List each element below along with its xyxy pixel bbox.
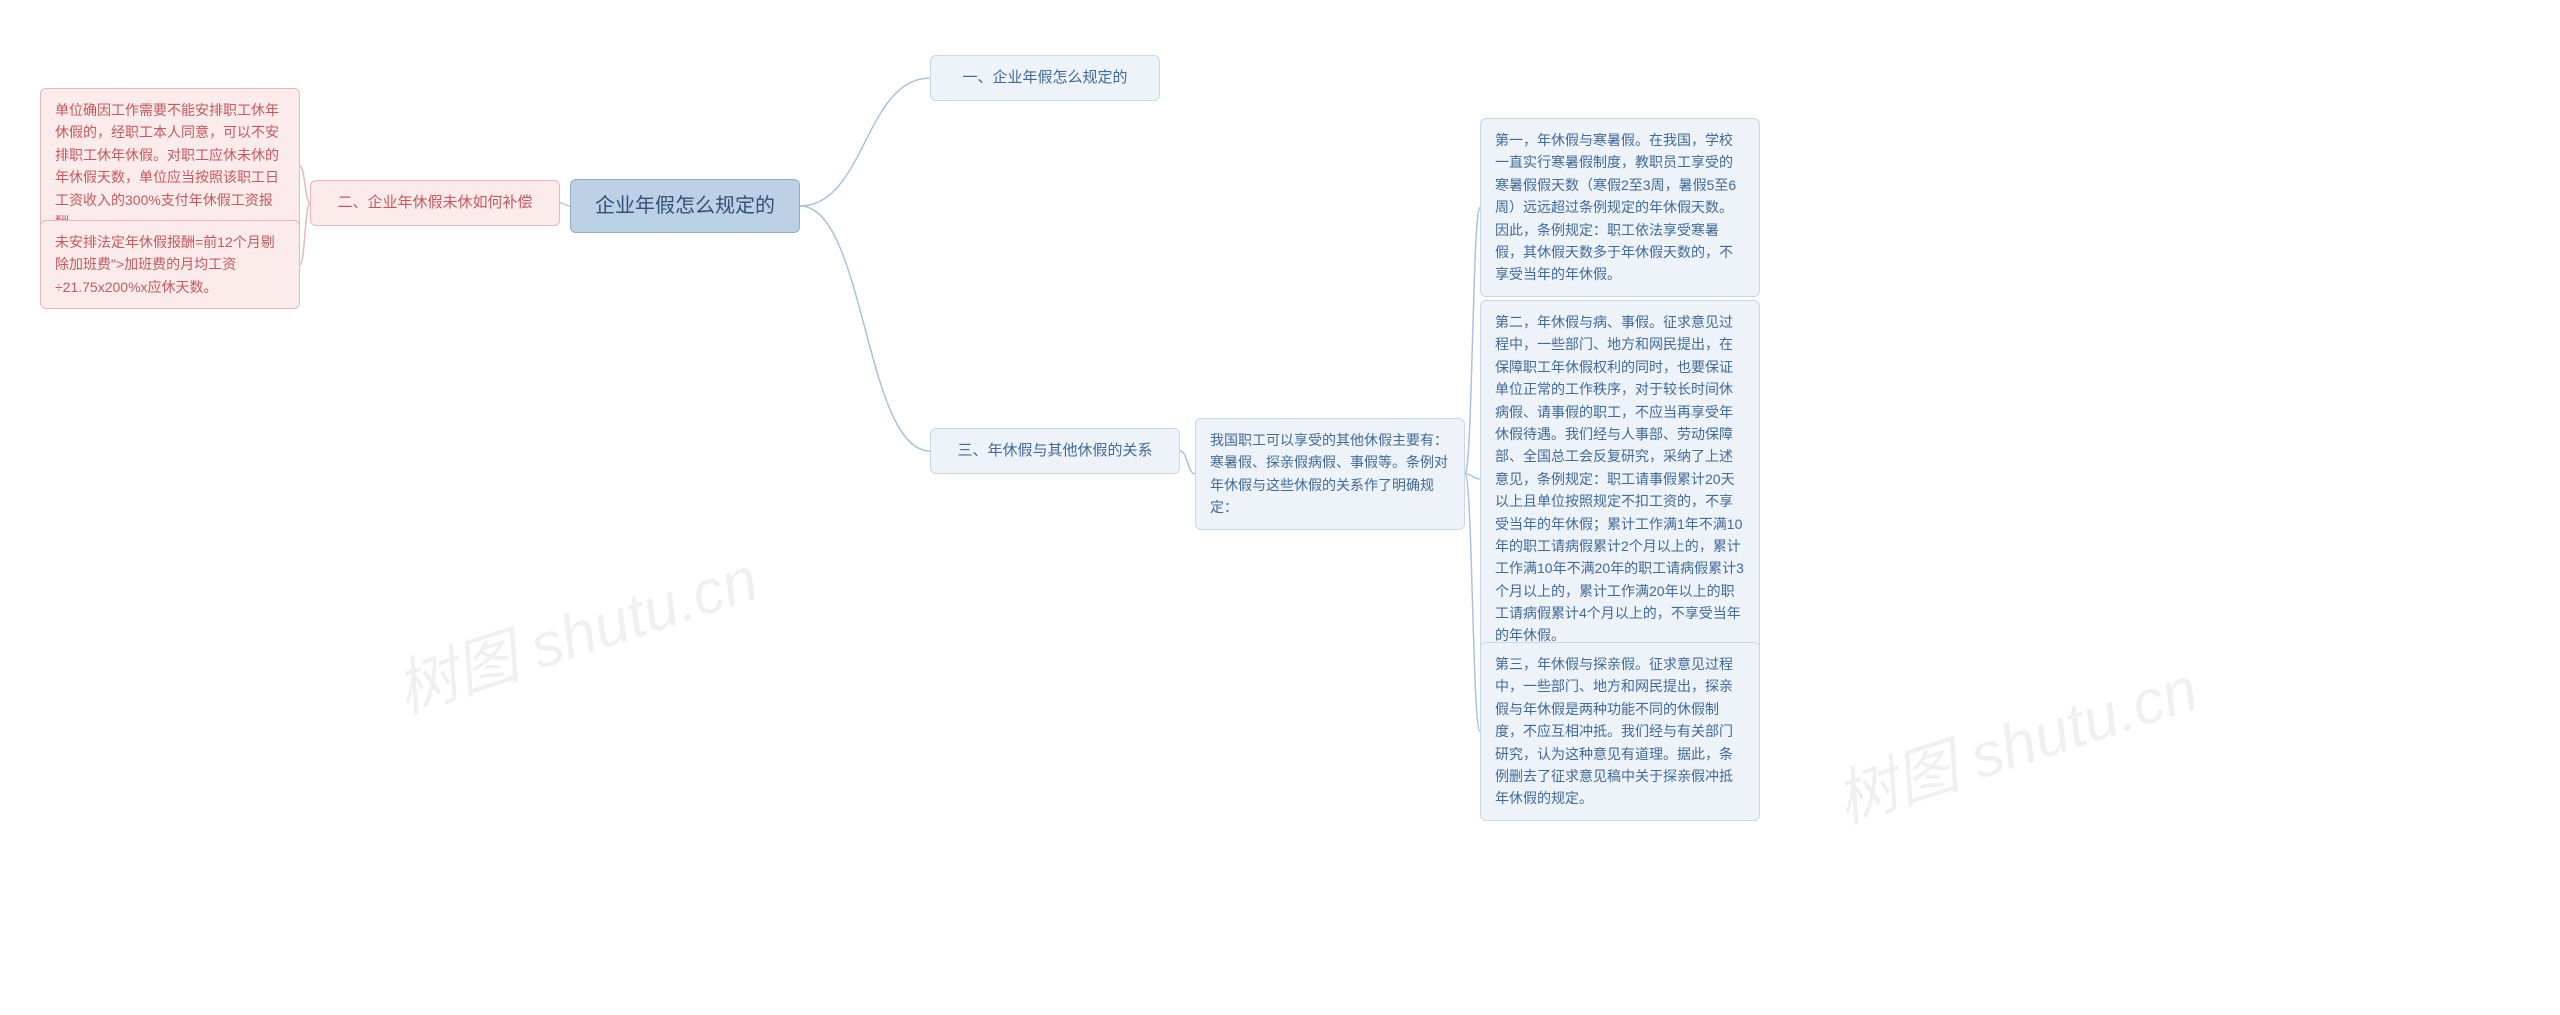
branch-3-leaf-3: 第三，年休假与探亲假。征求意见过程中，一些部门、地方和网民提出，探亲假与年休假是… [1480, 642, 1760, 821]
branch-3-leaf-1: 第一，年休假与寒暑假。在我国，学校一直实行寒暑假制度，教职员工享受的寒暑假假天数… [1480, 118, 1760, 297]
root-node-label: 企业年假怎么规定的 [595, 190, 775, 222]
branch-3: 三、年休假与其他休假的关系 [930, 428, 1180, 474]
branch-3-child-text: 我国职工可以享受的其他休假主要有：寒暑假、探亲假病假、事假等。条例对年休假与这些… [1210, 429, 1450, 519]
watermark-1: 树图 shutu.cn [382, 528, 767, 730]
branch-2-leaf-b: 未安排法定年休假报酬=前12个月剔除加班费">加班费的月均工资÷21.75x20… [40, 220, 300, 309]
branch-2: 二、企业年休假未休如何补偿 [310, 180, 560, 226]
branch-3-child: 我国职工可以享受的其他休假主要有：寒暑假、探亲假病假、事假等。条例对年休假与这些… [1195, 418, 1465, 530]
branch-1: 一、企业年假怎么规定的 [930, 55, 1160, 101]
watermark-2: 树图 shutu.cn [1822, 638, 2207, 840]
branch-3-leaf-2: 第二，年休假与病、事假。征求意见过程中，一些部门、地方和网民提出，在保障职工年休… [1480, 300, 1760, 658]
branch-3-leaf-3-text: 第三，年休假与探亲假。征求意见过程中，一些部门、地方和网民提出，探亲假与年休假是… [1495, 653, 1745, 810]
branch-1-label: 一、企业年假怎么规定的 [962, 66, 1127, 90]
branch-2-leaf-b-text: 未安排法定年休假报酬=前12个月剔除加班费">加班费的月均工资÷21.75x20… [55, 231, 285, 298]
root-node: 企业年假怎么规定的 [570, 179, 800, 233]
branch-3-leaf-2-text: 第二，年休假与病、事假。征求意见过程中，一些部门、地方和网民提出，在保障职工年休… [1495, 311, 1745, 647]
branch-3-leaf-1-text: 第一，年休假与寒暑假。在我国，学校一直实行寒暑假制度，教职员工享受的寒暑假假天数… [1495, 129, 1745, 286]
branch-3-label: 三、年休假与其他休假的关系 [957, 439, 1152, 463]
branch-2-leaf-a-text: 单位确因工作需要不能安排职工休年休假的，经职工本人同意，可以不安排职工休年休假。… [55, 99, 285, 233]
branch-2-label: 二、企业年休假未休如何补偿 [337, 191, 532, 215]
